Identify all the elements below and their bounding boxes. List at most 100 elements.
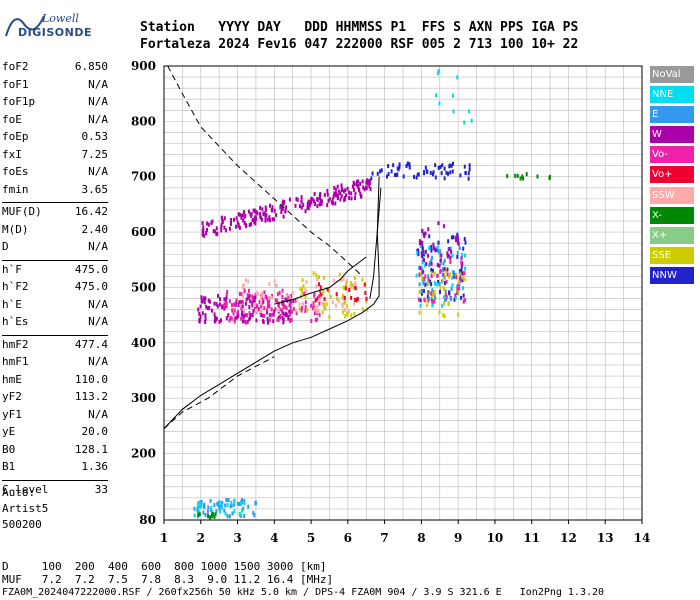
param-row: C-level 33 bbox=[2, 483, 108, 501]
echo-point bbox=[456, 255, 459, 260]
echo-point bbox=[461, 271, 464, 276]
echo-point bbox=[230, 316, 233, 321]
echo-point bbox=[240, 316, 243, 321]
echo-point bbox=[343, 195, 346, 200]
echo-point bbox=[214, 512, 217, 517]
echo-point bbox=[199, 502, 202, 507]
echo-point bbox=[343, 298, 346, 303]
echo-point bbox=[266, 299, 269, 304]
echo-point bbox=[443, 275, 446, 280]
echo-point bbox=[418, 239, 421, 244]
echo-point bbox=[347, 309, 350, 314]
echo-point bbox=[418, 310, 421, 315]
echo-point bbox=[444, 268, 447, 273]
echo-point bbox=[430, 267, 433, 272]
echo-point bbox=[310, 200, 313, 205]
echo-point bbox=[259, 206, 262, 211]
echo-point bbox=[285, 306, 288, 311]
echo-point bbox=[434, 175, 437, 180]
echo-point bbox=[246, 313, 249, 318]
echo-point bbox=[205, 304, 208, 309]
param-value: 128.1 bbox=[74, 442, 108, 456]
echo-point bbox=[213, 514, 216, 519]
echo-point bbox=[268, 312, 271, 317]
echo-point bbox=[241, 508, 244, 513]
echo-point bbox=[420, 291, 423, 296]
echo-point bbox=[310, 319, 313, 324]
x-tick-label: 5 bbox=[307, 531, 315, 545]
echo-point bbox=[431, 299, 434, 304]
param-value: 113.2 bbox=[74, 390, 108, 403]
echo-point bbox=[460, 263, 463, 268]
echo-point bbox=[281, 288, 284, 293]
echo-point bbox=[280, 308, 283, 313]
echo-point bbox=[258, 300, 261, 305]
echo-point bbox=[448, 163, 451, 168]
echo-point bbox=[316, 317, 319, 322]
echo-point bbox=[275, 213, 278, 218]
echo-point bbox=[304, 287, 307, 292]
echo-point bbox=[253, 216, 256, 221]
param-name: h`E bbox=[2, 297, 22, 311]
echo-point bbox=[460, 295, 463, 300]
echo-point bbox=[298, 204, 301, 209]
echo-point bbox=[340, 183, 343, 188]
param-value: 33 bbox=[94, 482, 108, 496]
echo-point bbox=[276, 317, 279, 322]
echo-point bbox=[289, 312, 292, 317]
echo-point bbox=[300, 195, 303, 200]
y-tick-label: 200 bbox=[131, 447, 156, 461]
echo-point bbox=[445, 279, 448, 284]
y-tick-label: 300 bbox=[131, 391, 156, 405]
curve-vertical-right bbox=[369, 187, 382, 299]
echo-point bbox=[204, 513, 207, 518]
echo-point bbox=[266, 302, 269, 307]
echo-point bbox=[270, 295, 273, 300]
echo-point bbox=[433, 290, 436, 295]
echo-point bbox=[213, 301, 216, 306]
echo-point bbox=[296, 297, 299, 302]
echo-point bbox=[206, 221, 209, 226]
echo-point bbox=[242, 218, 245, 223]
echo-point bbox=[422, 257, 425, 262]
param-name: fxI bbox=[2, 147, 22, 161]
echo-point bbox=[225, 498, 228, 503]
echo-point bbox=[447, 239, 450, 244]
echo-point bbox=[426, 169, 429, 174]
echo-point bbox=[219, 503, 222, 508]
echo-point bbox=[426, 303, 429, 308]
echo-point bbox=[281, 294, 284, 299]
echo-point bbox=[450, 235, 453, 240]
echo-point bbox=[354, 196, 357, 201]
echo-point bbox=[259, 308, 262, 313]
echo-point bbox=[459, 269, 462, 274]
echo-point bbox=[320, 292, 323, 297]
echo-point bbox=[284, 304, 287, 309]
echo-point bbox=[468, 163, 471, 168]
y-tick-label: 700 bbox=[131, 170, 156, 184]
echo-point bbox=[354, 297, 357, 302]
echo-point bbox=[438, 263, 441, 268]
echo-point bbox=[247, 279, 250, 284]
echo-point bbox=[470, 118, 473, 123]
echo-point bbox=[365, 296, 368, 301]
echo-point bbox=[273, 208, 276, 213]
echo-point bbox=[255, 309, 258, 314]
echo-point bbox=[281, 302, 284, 307]
echo-point bbox=[443, 166, 446, 171]
echo-point bbox=[306, 308, 309, 313]
echo-point bbox=[282, 214, 285, 219]
echo-point bbox=[460, 278, 463, 283]
echo-point bbox=[206, 509, 209, 514]
echo-point bbox=[231, 308, 234, 313]
echo-point bbox=[247, 288, 250, 293]
echo-point bbox=[447, 302, 450, 307]
echo-point bbox=[202, 510, 205, 515]
echo-point bbox=[444, 281, 447, 286]
echo-point bbox=[295, 311, 298, 316]
echo-point bbox=[266, 316, 269, 321]
param-name: foF1p bbox=[2, 95, 36, 108]
echo-point bbox=[304, 294, 307, 299]
x-tick-label: 6 bbox=[344, 531, 352, 545]
